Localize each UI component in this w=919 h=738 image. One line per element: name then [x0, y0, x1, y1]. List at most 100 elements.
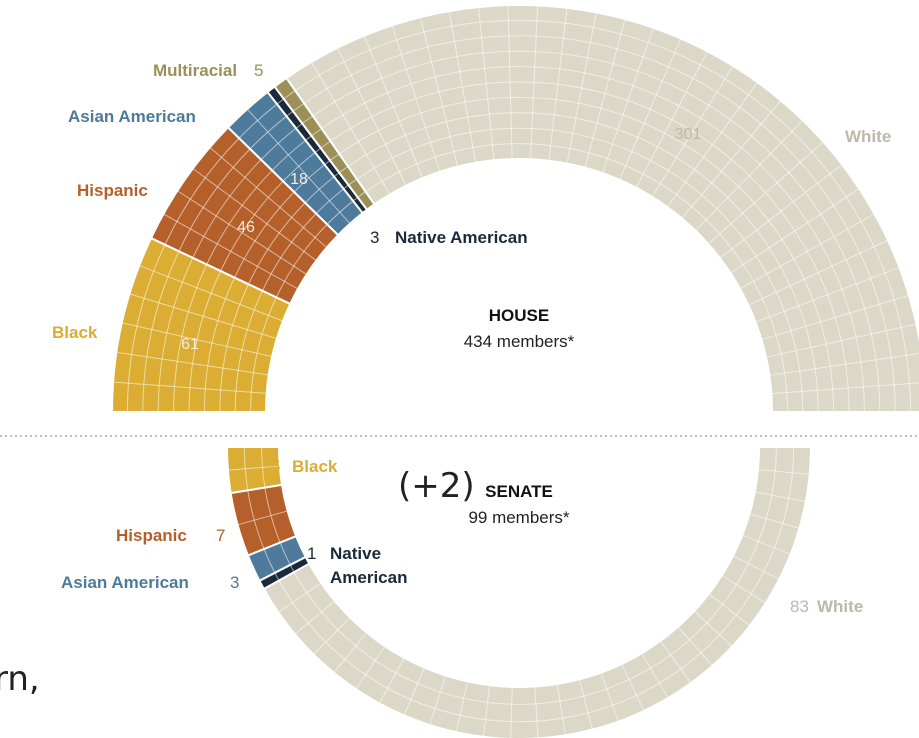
senate-grid-line — [641, 653, 669, 699]
house-value-black: 61 — [181, 336, 199, 353]
house-grid-ring — [164, 137, 240, 245]
senate-label-white: White — [817, 597, 863, 616]
house-value-white: 301 — [675, 126, 702, 143]
senate-grid-line — [227, 465, 280, 471]
house-label-hispanic: Hispanic — [77, 181, 148, 200]
senate-grid-line — [355, 645, 386, 690]
house-value-native-american: 3 — [370, 228, 379, 247]
house-grid-ring — [365, 143, 788, 413]
house-label-white: White — [845, 127, 891, 146]
senate-grid-line — [600, 672, 620, 722]
house-subtitle: 434 members* — [464, 332, 575, 351]
senate-grid-line — [621, 663, 645, 712]
house-segment-white — [286, 5, 919, 412]
senate-grid-line — [660, 640, 692, 684]
house-grid-ring — [157, 257, 194, 413]
house-segment-black — [112, 238, 291, 412]
house-grid-ring — [178, 148, 251, 252]
house-grid-ring — [188, 270, 222, 413]
senate-grid-line — [742, 534, 791, 555]
senate-grid-line — [578, 679, 593, 730]
house-grid-ring — [234, 290, 263, 413]
senate-grid-ring — [247, 490, 265, 550]
senate-grid-line — [482, 685, 491, 737]
house-chart — [110, 4, 919, 413]
senate-chart — [225, 446, 813, 738]
senate-grid-line — [429, 675, 447, 726]
senate-value-white: 83 — [790, 597, 809, 616]
senate-grid-line — [294, 600, 336, 635]
senate-subtitle: 99 members* — [468, 508, 569, 527]
fragment-text-bottom: rn, — [0, 659, 40, 699]
house-grid-ring — [142, 251, 180, 413]
house-grid-ring — [312, 50, 881, 413]
house-grid-ring — [295, 19, 912, 413]
senate-grid-line — [313, 617, 351, 655]
house-segment-outline — [285, 4, 919, 413]
senate-label-hispanic: Hispanic — [116, 526, 187, 545]
senate-grid-ring — [293, 446, 777, 705]
senate-grid-line — [677, 626, 713, 667]
senate-grid-line — [556, 683, 566, 736]
house-grid-ring — [321, 66, 865, 413]
senate-grid-line — [403, 667, 425, 716]
senate-label-native-american: Native American — [330, 544, 407, 587]
senate-segment-hispanic — [230, 484, 297, 556]
senate-grid-line — [749, 513, 800, 529]
house-label-multiracial: Multiracial — [153, 61, 237, 80]
senate-grid-line — [708, 593, 751, 627]
house-grid-ring — [261, 213, 317, 291]
senate-label-asian-american: Asian American — [61, 573, 189, 592]
senate-label-native-american-line1: Native — [330, 544, 381, 563]
house-grid-ring — [338, 96, 835, 413]
senate-label-native-american-line2: American — [330, 568, 407, 587]
house-grid-ring — [356, 127, 804, 413]
house-label-black: Black — [52, 323, 98, 342]
house-grid-ring — [219, 283, 249, 413]
senate-label-black: Black — [292, 457, 338, 476]
senate-segment-outline — [262, 446, 813, 738]
senate-grid-ring — [278, 446, 795, 723]
house-grid-ring — [206, 170, 273, 265]
house-label-native-american: Native American — [395, 228, 528, 247]
senate-grid-line — [278, 582, 322, 613]
senate-value-asian-american: 3 — [230, 573, 239, 592]
house-grid-ring — [192, 159, 262, 259]
senate-grid-line — [693, 610, 733, 647]
senate-value-native-american: 1 — [307, 544, 316, 563]
senate-grid-line — [732, 555, 780, 580]
senate-grid-line — [754, 491, 806, 503]
senate-value-hispanic: 7 — [216, 526, 225, 545]
senate-grid-line — [721, 574, 766, 604]
senate-value-black: 5 — [271, 457, 280, 476]
senate-grid-line — [757, 469, 810, 475]
house-grid-ring — [347, 112, 819, 413]
house-title: HOUSE — [489, 306, 549, 325]
senate-grid-ring — [264, 487, 281, 543]
senate-grid-line — [534, 686, 539, 738]
senate-title: SENATE — [485, 482, 553, 501]
senate-segment-asian-american — [247, 536, 306, 581]
house-grid-ring — [250, 297, 277, 413]
senate-grid-line — [378, 657, 405, 704]
house-grid-ring — [330, 81, 850, 413]
house-grid-ring — [173, 264, 208, 413]
house-grid-ring — [126, 244, 166, 413]
senate-segment-black — [227, 447, 283, 494]
senate-grid-line — [333, 632, 368, 674]
senate-grid-line — [455, 681, 468, 733]
house-segment-native-american — [267, 86, 368, 214]
house-label-asian-american: Asian American — [68, 107, 196, 126]
house-value-asian-american: 18 — [290, 171, 308, 188]
house-grid-ring — [203, 277, 236, 413]
fragment-text-top: (+2) — [398, 466, 475, 506]
house-segment-asian-american — [228, 91, 363, 236]
house-grid-ring — [248, 202, 306, 285]
senate-segment-native-american — [259, 556, 310, 589]
house-value-multiracial: 5 — [254, 61, 263, 80]
senate-grid-line — [510, 686, 513, 738]
house-value-hispanic: 46 — [237, 219, 255, 236]
senate-grid-line — [237, 510, 288, 526]
house-grid-ring — [234, 191, 295, 278]
